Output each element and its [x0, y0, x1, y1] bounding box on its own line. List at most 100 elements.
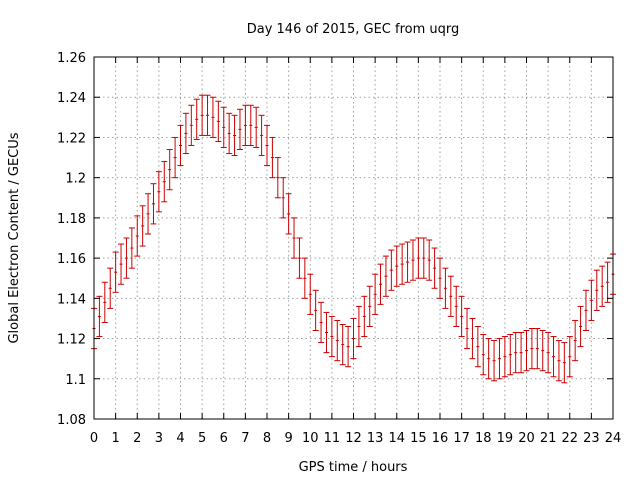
error-bar	[393, 245, 400, 287]
error-bar	[220, 106, 227, 148]
error-bar	[161, 161, 168, 203]
error-bar	[264, 124, 270, 167]
error-bar	[318, 301, 325, 344]
error-bar	[588, 279, 595, 321]
error-bar	[188, 104, 195, 146]
error-bar	[469, 317, 476, 360]
error-bar	[112, 251, 119, 293]
x-tick-label: 21	[540, 431, 557, 446]
error-bar	[572, 319, 579, 362]
grid-lines	[94, 57, 613, 419]
error-bar	[182, 112, 189, 155]
error-bar	[107, 267, 114, 309]
error-bar	[172, 136, 179, 179]
error-bar	[555, 340, 562, 382]
error-bar	[339, 323, 346, 366]
y-tick-label: 1.26	[57, 51, 86, 66]
x-tick-label: 23	[583, 431, 600, 446]
error-bar	[307, 273, 314, 315]
error-bar	[177, 124, 184, 167]
error-bar	[447, 275, 454, 317]
error-bar	[155, 171, 162, 213]
error-bar	[128, 227, 135, 269]
x-tick-label: 11	[324, 431, 341, 446]
error-bar	[334, 319, 341, 362]
error-bar	[582, 289, 589, 332]
error-bar	[566, 336, 573, 378]
error-bar	[599, 265, 606, 307]
x-tick-label: 9	[284, 431, 292, 446]
error-bar	[372, 273, 379, 315]
x-tick-label: 22	[561, 431, 578, 446]
x-tick-label: 10	[302, 431, 319, 446]
error-bar	[464, 307, 471, 350]
y-axis-label: Global Electron Content / GECUs	[7, 132, 22, 343]
error-bar	[328, 315, 335, 358]
chart-title: Day 146 of 2015, GEC from uqrg	[247, 22, 460, 37]
error-bar	[236, 108, 243, 151]
x-tick-label: 4	[176, 431, 184, 446]
error-bar	[199, 94, 206, 136]
error-bar	[491, 340, 498, 382]
error-bar	[480, 334, 487, 376]
error-bar	[323, 311, 330, 354]
error-bar	[253, 106, 260, 148]
error-bar	[501, 336, 508, 378]
x-tick-label: 0	[90, 431, 98, 446]
error-bar	[528, 328, 535, 370]
error-bar	[409, 239, 416, 281]
error-bar	[209, 96, 216, 138]
error-bar	[242, 104, 249, 146]
error-bar	[247, 104, 254, 146]
error-bar	[204, 94, 211, 136]
error-bar	[269, 136, 276, 179]
error-bar	[415, 237, 422, 279]
error-bar	[366, 285, 373, 327]
error-bar	[523, 330, 530, 372]
error-bar	[593, 269, 600, 311]
error-bar	[458, 295, 465, 338]
error-bars	[91, 94, 616, 384]
y-tick-labels: 1.08 1.1 1.12 1.14 1.16 1.18 1.2 1.22 1.24 1.26	[57, 51, 86, 428]
error-bar	[118, 243, 125, 285]
y-tick-label: 1.2	[65, 172, 86, 187]
error-bar	[274, 157, 281, 199]
error-bar	[382, 255, 389, 297]
error-bar	[139, 205, 146, 247]
error-bar	[545, 332, 552, 374]
error-bar	[604, 261, 611, 303]
error-bar	[550, 336, 557, 378]
x-tick-label: 12	[345, 431, 362, 446]
error-bar	[453, 285, 460, 327]
y-tick-label: 1.16	[57, 252, 86, 267]
error-bar	[96, 295, 103, 338]
error-bar	[215, 100, 222, 142]
error-bar	[377, 263, 384, 305]
error-bar	[496, 338, 503, 380]
error-bar	[355, 305, 362, 348]
error-bar	[399, 243, 406, 285]
error-bar	[312, 289, 319, 332]
error-bar	[123, 237, 130, 279]
x-tick-label: 8	[263, 431, 271, 446]
error-bar	[166, 149, 173, 191]
error-bar	[296, 237, 303, 279]
y-tick-label: 1.08	[57, 413, 86, 428]
error-bar	[442, 267, 449, 309]
error-bar	[577, 305, 584, 348]
x-tick-label: 15	[410, 431, 427, 446]
x-tick-label: 1	[111, 431, 119, 446]
axis-ticks	[93, 56, 614, 420]
error-bar	[301, 257, 308, 299]
x-tick-label: 2	[133, 431, 141, 446]
x-tick-label: 6	[220, 431, 228, 446]
x-tick-label: 3	[155, 431, 163, 446]
error-bar	[361, 295, 368, 338]
x-tick-label: 19	[497, 431, 514, 446]
x-tick-label: 14	[388, 431, 405, 446]
x-tick-label: 5	[198, 431, 206, 446]
error-bar	[518, 332, 525, 374]
error-bar	[388, 249, 395, 291]
x-tick-label: 20	[518, 431, 535, 446]
error-bar	[404, 241, 411, 283]
